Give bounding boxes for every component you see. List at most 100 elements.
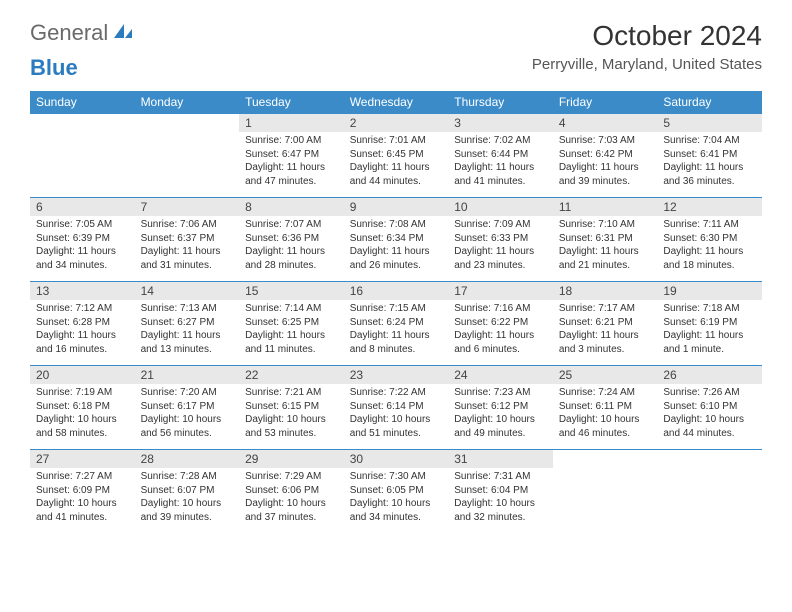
sunset-text: Sunset: 6:33 PM (454, 232, 547, 246)
day-content: Sunrise: 7:14 AMSunset: 6:25 PMDaylight:… (239, 300, 344, 360)
sunset-text: Sunset: 6:27 PM (141, 316, 234, 330)
day-cell: 19Sunrise: 7:18 AMSunset: 6:19 PMDayligh… (657, 282, 762, 366)
daylight-text: Daylight: 11 hours and 21 minutes. (559, 245, 652, 272)
day-number: 22 (239, 366, 344, 384)
empty-day (553, 450, 658, 534)
day-header-wednesday: Wednesday (344, 91, 449, 114)
sunrise-text: Sunrise: 7:13 AM (141, 302, 234, 316)
day-cell: 29Sunrise: 7:29 AMSunset: 6:06 PMDayligh… (239, 450, 344, 534)
day-cell: 27Sunrise: 7:27 AMSunset: 6:09 PMDayligh… (30, 450, 135, 534)
day-number: 6 (30, 198, 135, 216)
day-content: Sunrise: 7:08 AMSunset: 6:34 PMDaylight:… (344, 216, 449, 276)
daylight-text: Daylight: 11 hours and 23 minutes. (454, 245, 547, 272)
day-content: Sunrise: 7:06 AMSunset: 6:37 PMDaylight:… (135, 216, 240, 276)
day-cell: 31Sunrise: 7:31 AMSunset: 6:04 PMDayligh… (448, 450, 553, 534)
day-number: 23 (344, 366, 449, 384)
logo-sail-icon (112, 20, 134, 46)
week-row: 20Sunrise: 7:19 AMSunset: 6:18 PMDayligh… (30, 366, 762, 450)
sunset-text: Sunset: 6:41 PM (663, 148, 756, 162)
daylight-text: Daylight: 10 hours and 37 minutes. (245, 497, 338, 524)
week-row: 13Sunrise: 7:12 AMSunset: 6:28 PMDayligh… (30, 282, 762, 366)
day-number: 31 (448, 450, 553, 468)
sunset-text: Sunset: 6:21 PM (559, 316, 652, 330)
sunrise-text: Sunrise: 7:06 AM (141, 218, 234, 232)
sunset-text: Sunset: 6:09 PM (36, 484, 129, 498)
sunrise-text: Sunrise: 7:17 AM (559, 302, 652, 316)
week-row: 1Sunrise: 7:00 AMSunset: 6:47 PMDaylight… (30, 114, 762, 198)
sunrise-text: Sunrise: 7:10 AM (559, 218, 652, 232)
day-number: 26 (657, 366, 762, 384)
sunset-text: Sunset: 6:12 PM (454, 400, 547, 414)
sunrise-text: Sunrise: 7:11 AM (663, 218, 756, 232)
sunrise-text: Sunrise: 7:18 AM (663, 302, 756, 316)
daylight-text: Daylight: 11 hours and 11 minutes. (245, 329, 338, 356)
sunrise-text: Sunrise: 7:23 AM (454, 386, 547, 400)
day-cell: 13Sunrise: 7:12 AMSunset: 6:28 PMDayligh… (30, 282, 135, 366)
day-content: Sunrise: 7:03 AMSunset: 6:42 PMDaylight:… (553, 132, 658, 192)
sunset-text: Sunset: 6:37 PM (141, 232, 234, 246)
day-number: 30 (344, 450, 449, 468)
day-cell: 11Sunrise: 7:10 AMSunset: 6:31 PMDayligh… (553, 198, 658, 282)
month-title: October 2024 (532, 20, 762, 52)
sunset-text: Sunset: 6:17 PM (141, 400, 234, 414)
sunset-text: Sunset: 6:25 PM (245, 316, 338, 330)
day-number: 15 (239, 282, 344, 300)
daylight-text: Daylight: 10 hours and 51 minutes. (350, 413, 443, 440)
day-number: 17 (448, 282, 553, 300)
daylight-text: Daylight: 11 hours and 34 minutes. (36, 245, 129, 272)
sunrise-text: Sunrise: 7:08 AM (350, 218, 443, 232)
day-cell: 15Sunrise: 7:14 AMSunset: 6:25 PMDayligh… (239, 282, 344, 366)
day-number: 13 (30, 282, 135, 300)
sunset-text: Sunset: 6:22 PM (454, 316, 547, 330)
sunrise-text: Sunrise: 7:28 AM (141, 470, 234, 484)
day-cell: 4Sunrise: 7:03 AMSunset: 6:42 PMDaylight… (553, 114, 658, 198)
sunset-text: Sunset: 6:47 PM (245, 148, 338, 162)
sunset-text: Sunset: 6:14 PM (350, 400, 443, 414)
day-cell: 2Sunrise: 7:01 AMSunset: 6:45 PMDaylight… (344, 114, 449, 198)
day-content: Sunrise: 7:09 AMSunset: 6:33 PMDaylight:… (448, 216, 553, 276)
day-header-sunday: Sunday (30, 91, 135, 114)
day-number: 19 (657, 282, 762, 300)
sunset-text: Sunset: 6:06 PM (245, 484, 338, 498)
day-number: 11 (553, 198, 658, 216)
sunrise-text: Sunrise: 7:30 AM (350, 470, 443, 484)
day-number: 5 (657, 114, 762, 132)
day-content: Sunrise: 7:12 AMSunset: 6:28 PMDaylight:… (30, 300, 135, 360)
day-cell: 18Sunrise: 7:17 AMSunset: 6:21 PMDayligh… (553, 282, 658, 366)
sunset-text: Sunset: 6:15 PM (245, 400, 338, 414)
day-number: 18 (553, 282, 658, 300)
sunrise-text: Sunrise: 7:22 AM (350, 386, 443, 400)
day-content: Sunrise: 7:24 AMSunset: 6:11 PMDaylight:… (553, 384, 658, 444)
sunrise-text: Sunrise: 7:15 AM (350, 302, 443, 316)
sunset-text: Sunset: 6:07 PM (141, 484, 234, 498)
day-cell: 1Sunrise: 7:00 AMSunset: 6:47 PMDaylight… (239, 114, 344, 198)
day-content: Sunrise: 7:10 AMSunset: 6:31 PMDaylight:… (553, 216, 658, 276)
daylight-text: Daylight: 10 hours and 39 minutes. (141, 497, 234, 524)
day-number: 1 (239, 114, 344, 132)
sunset-text: Sunset: 6:45 PM (350, 148, 443, 162)
sunrise-text: Sunrise: 7:31 AM (454, 470, 547, 484)
day-cell: 21Sunrise: 7:20 AMSunset: 6:17 PMDayligh… (135, 366, 240, 450)
sunrise-text: Sunrise: 7:12 AM (36, 302, 129, 316)
sunrise-text: Sunrise: 7:09 AM (454, 218, 547, 232)
daylight-text: Daylight: 10 hours and 44 minutes. (663, 413, 756, 440)
daylight-text: Daylight: 10 hours and 34 minutes. (350, 497, 443, 524)
day-header-saturday: Saturday (657, 91, 762, 114)
day-content: Sunrise: 7:02 AMSunset: 6:44 PMDaylight:… (448, 132, 553, 192)
daylight-text: Daylight: 11 hours and 18 minutes. (663, 245, 756, 272)
empty-day (657, 450, 762, 534)
day-number: 4 (553, 114, 658, 132)
day-content: Sunrise: 7:16 AMSunset: 6:22 PMDaylight:… (448, 300, 553, 360)
day-content: Sunrise: 7:11 AMSunset: 6:30 PMDaylight:… (657, 216, 762, 276)
day-number: 9 (344, 198, 449, 216)
day-cell: 20Sunrise: 7:19 AMSunset: 6:18 PMDayligh… (30, 366, 135, 450)
day-content: Sunrise: 7:27 AMSunset: 6:09 PMDaylight:… (30, 468, 135, 528)
day-number: 12 (657, 198, 762, 216)
week-row: 27Sunrise: 7:27 AMSunset: 6:09 PMDayligh… (30, 450, 762, 534)
sunrise-text: Sunrise: 7:05 AM (36, 218, 129, 232)
sunset-text: Sunset: 6:34 PM (350, 232, 443, 246)
daylight-text: Daylight: 11 hours and 13 minutes. (141, 329, 234, 356)
day-number: 7 (135, 198, 240, 216)
day-content: Sunrise: 7:28 AMSunset: 6:07 PMDaylight:… (135, 468, 240, 528)
day-number: 21 (135, 366, 240, 384)
